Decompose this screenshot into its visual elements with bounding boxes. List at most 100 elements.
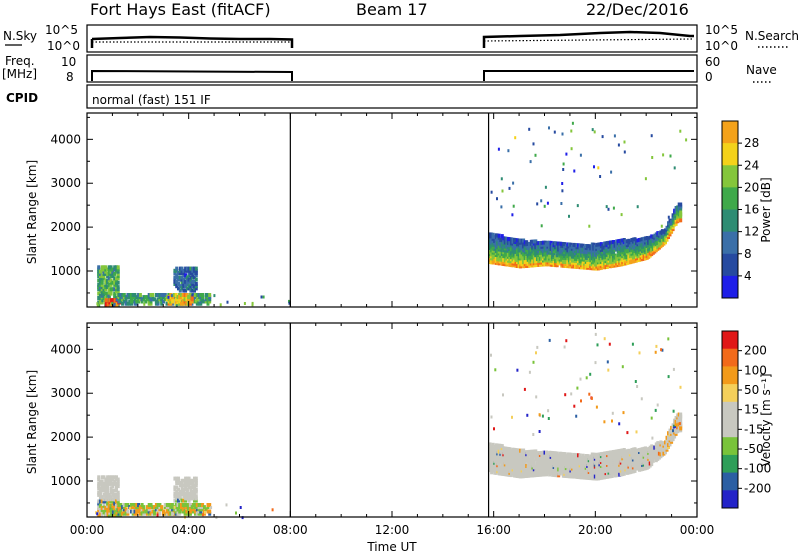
speckle-cell — [173, 505, 176, 509]
echo-cell — [140, 503, 144, 507]
echo-cell — [138, 507, 142, 512]
echo-cell — [182, 273, 186, 278]
echo-cell — [147, 511, 151, 516]
echo-cell — [107, 475, 111, 480]
echo-cell — [204, 293, 208, 297]
echo-cell — [149, 511, 153, 516]
speckle-cell — [655, 344, 658, 348]
echo-cell — [104, 280, 108, 285]
echo-cell — [178, 268, 182, 273]
speckle-cell — [508, 186, 511, 190]
echo-cell — [176, 503, 180, 507]
echo-cell — [121, 297, 125, 302]
speckle-cell — [650, 134, 653, 138]
power-colorbar-tick-label: 4 — [744, 269, 752, 283]
echo-cell — [160, 297, 164, 302]
echo-cell — [610, 474, 614, 478]
speckle-cell — [500, 205, 503, 209]
echo-cell — [131, 293, 135, 297]
echo-cell — [126, 301, 130, 306]
echo-cell — [528, 241, 532, 246]
echo-cell — [102, 287, 106, 292]
nsky-label: N.Sky — [3, 29, 37, 43]
echo-cell — [193, 478, 196, 483]
echo-cell — [169, 295, 173, 300]
speckle-cell — [611, 419, 613, 423]
velocity-colorbar-segment — [722, 401, 738, 420]
echo-cell — [558, 459, 562, 464]
echo-cell — [107, 289, 111, 294]
speckle-cell — [538, 413, 541, 417]
echo-cell — [206, 505, 210, 510]
echo-cell — [188, 503, 192, 507]
echo-cell — [191, 275, 195, 280]
echo-cell — [194, 496, 198, 501]
echo-cell — [509, 247, 513, 252]
x-tick-label: 20:00 — [578, 523, 613, 537]
echo-cell — [184, 288, 188, 293]
echo-cell — [167, 505, 171, 510]
echo-cell — [176, 505, 180, 510]
echo-cell — [107, 265, 111, 270]
echo-cell — [116, 481, 120, 486]
echo-cell — [109, 475, 113, 480]
echo-cell — [102, 481, 106, 486]
echo-cell — [97, 300, 101, 305]
echo-cell — [175, 492, 179, 496]
echo-cell — [115, 289, 118, 294]
speckle-cell — [585, 376, 588, 380]
echo-cell — [106, 495, 110, 500]
speckle-cell — [678, 422, 681, 426]
echo-cell — [98, 492, 102, 497]
power-colorbar-tick-label: 12 — [744, 225, 759, 239]
echo-cell — [674, 206, 678, 210]
echo-cell — [195, 511, 199, 516]
echo-cell — [147, 295, 151, 300]
echo-cell — [97, 285, 101, 290]
echo-cell — [151, 511, 155, 516]
echo-cell — [178, 481, 182, 485]
echo-cell — [194, 478, 198, 483]
echo-cell — [183, 297, 187, 302]
echo-cell — [100, 274, 104, 279]
speckle-cell — [540, 199, 543, 203]
speckle-cell — [490, 190, 493, 194]
echo-cell — [122, 299, 126, 304]
echo-cell — [104, 296, 108, 300]
echo-cell — [138, 297, 142, 302]
freq-tick-bottom: 8 — [66, 70, 74, 84]
speckle-cell — [576, 386, 579, 390]
echo-cell — [644, 446, 648, 451]
echo-cell — [563, 242, 567, 247]
echo-cell — [104, 492, 108, 497]
echo-cell — [522, 448, 526, 453]
echo-cell — [97, 499, 101, 504]
echo-cell — [115, 492, 118, 497]
echo-cell — [595, 242, 599, 247]
echo-cell — [184, 496, 188, 501]
echo-cell — [193, 268, 196, 273]
echo-cell — [119, 299, 123, 304]
echo-cell — [180, 487, 184, 492]
echo-cell — [100, 267, 104, 272]
echo-cell — [546, 462, 550, 467]
echo-cell — [126, 295, 130, 300]
echo-cell — [97, 490, 101, 495]
echo-cell — [183, 511, 187, 516]
echo-cell — [140, 507, 144, 512]
echo-cell — [102, 475, 106, 480]
echo-cell — [189, 496, 193, 501]
echo-cell — [178, 492, 182, 496]
echo-cell — [167, 511, 171, 516]
echo-cell — [142, 295, 146, 300]
velocity-colorbar-segment — [722, 384, 738, 403]
echo-cell — [175, 496, 179, 501]
echo-cell — [154, 503, 158, 507]
echo-cell — [116, 285, 120, 290]
echo-cell — [119, 297, 123, 302]
echo-cell — [194, 273, 198, 278]
echo-cell — [208, 511, 212, 516]
echo-cell — [109, 477, 113, 482]
echo-cell — [106, 503, 110, 508]
echo-cell — [115, 276, 118, 281]
